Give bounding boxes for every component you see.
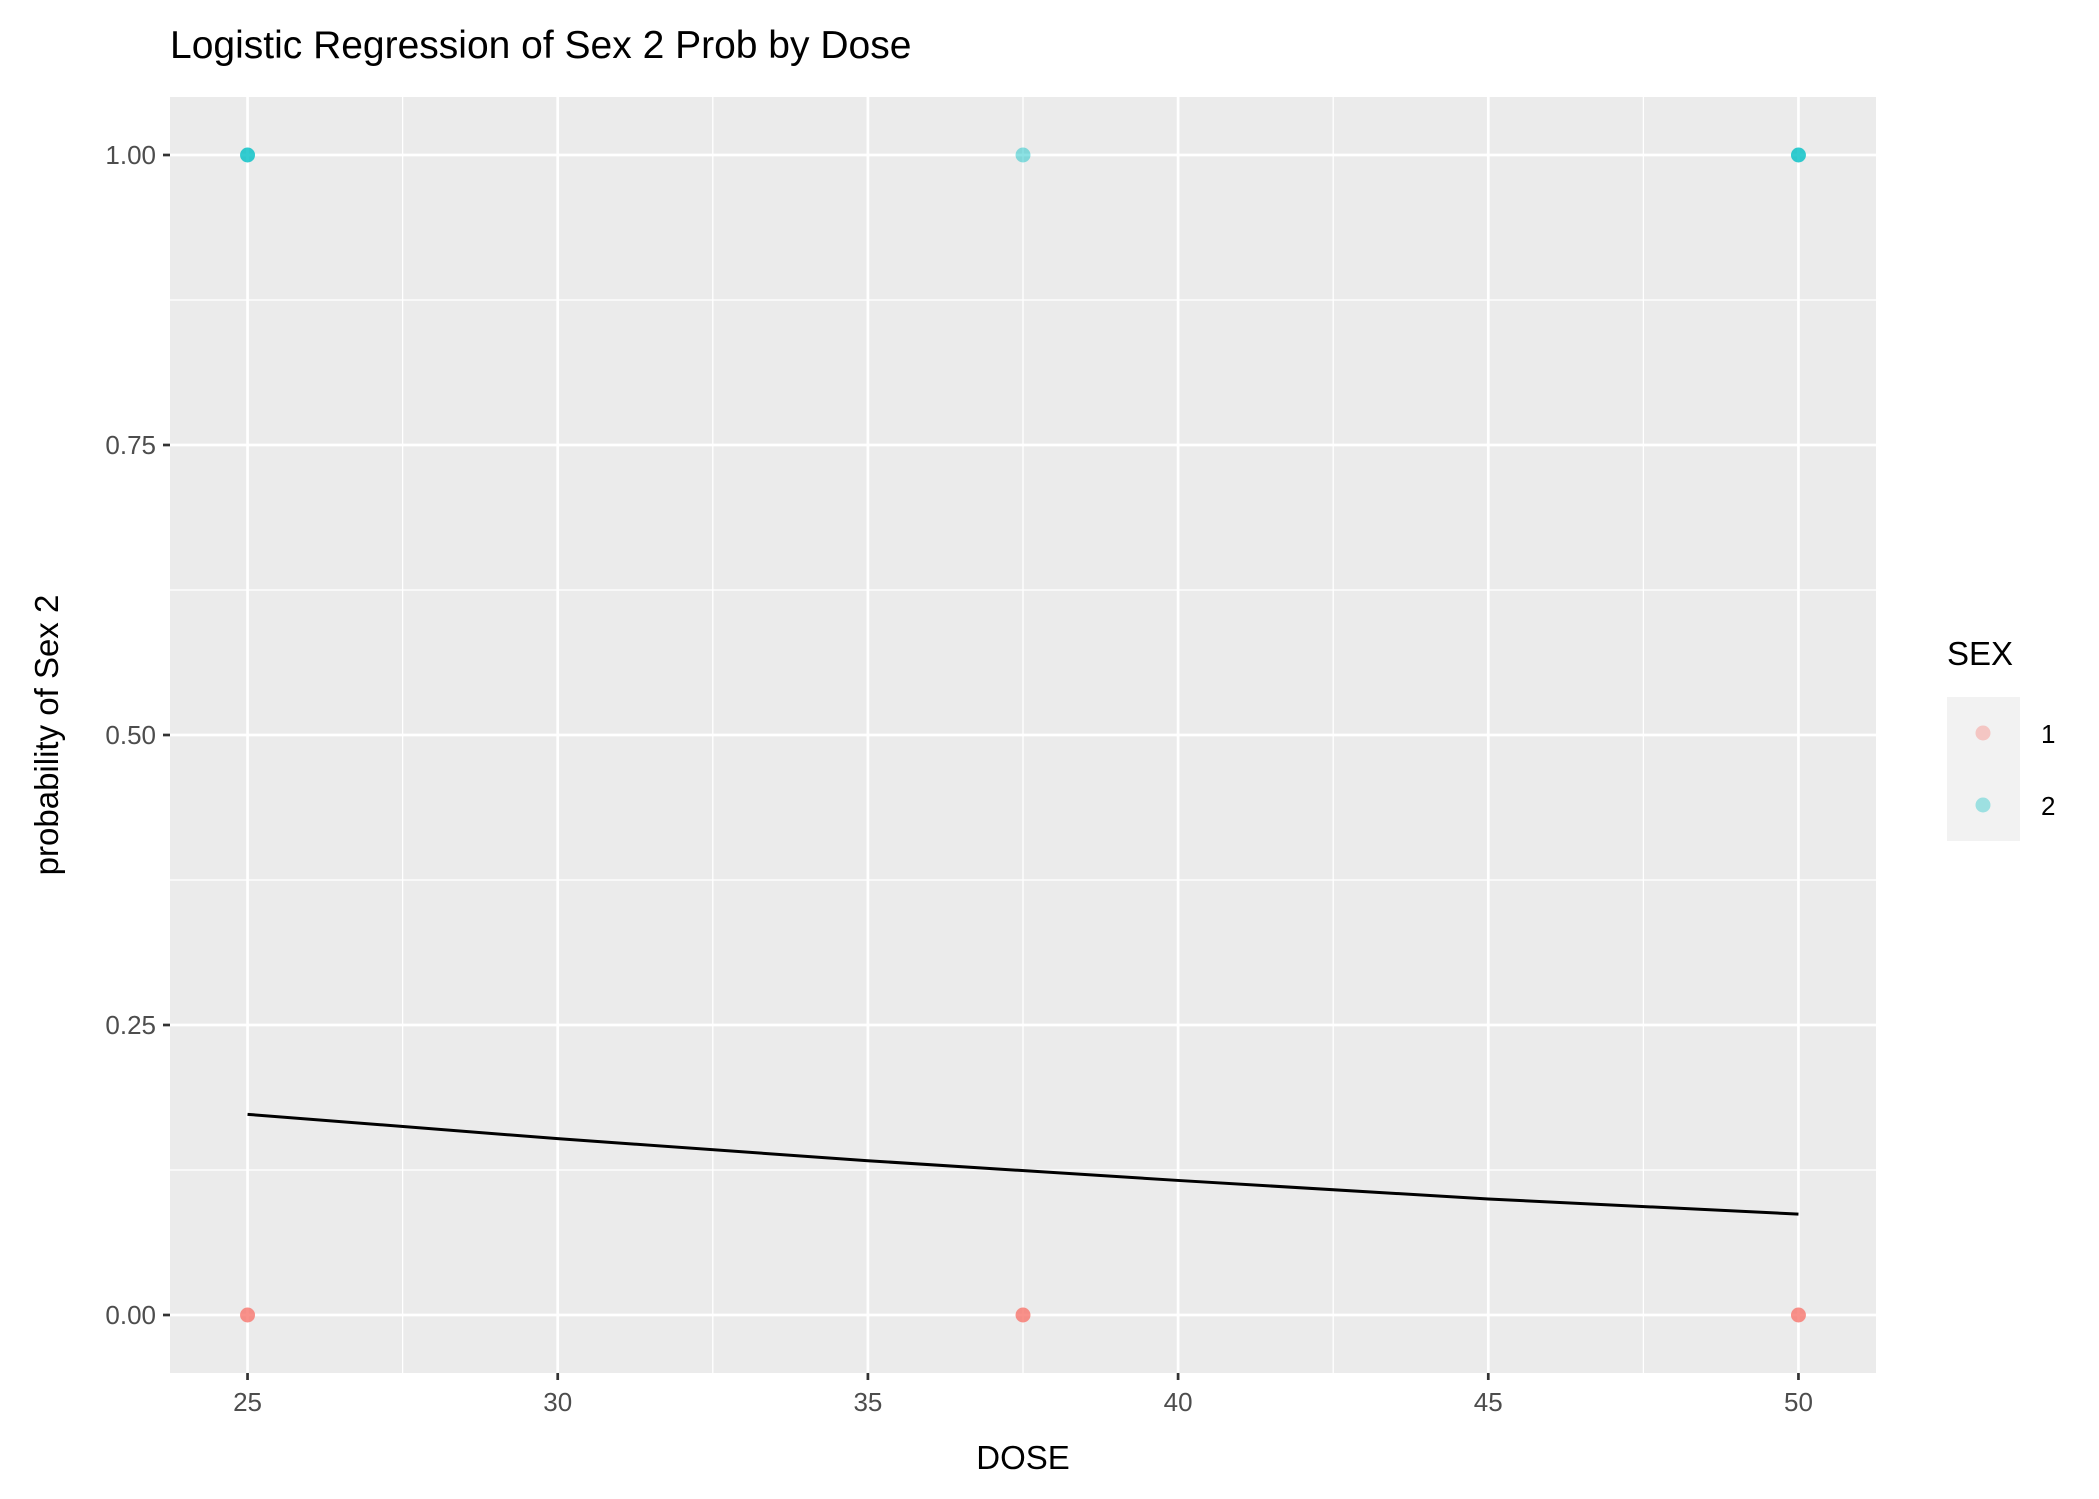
- y-tick-label: 0.00: [105, 1300, 156, 1330]
- x-tick-label: 30: [543, 1387, 572, 1417]
- data-point-sex-1: [240, 1307, 256, 1323]
- y-tick-label: 0.75: [105, 430, 156, 460]
- legend: SEX 12: [1947, 635, 2055, 841]
- legend-label-2: 2: [2041, 791, 2055, 821]
- y-tick-label: 0.25: [105, 1010, 156, 1040]
- major-gridlines: [170, 97, 1876, 1373]
- fit-line-layer: [247, 1112, 1799, 1216]
- y-axis: 0.00 0.25 0.50 0.75 1.00: [105, 140, 170, 1330]
- legend-key-1: [1975, 725, 1991, 741]
- data-point-sex-2: [1790, 147, 1806, 163]
- data-point-sex-1: [1015, 1307, 1031, 1323]
- x-tick-label: 50: [1784, 1387, 1813, 1417]
- x-tick-label: 40: [1164, 1387, 1193, 1417]
- legend-key-background: [1947, 697, 2020, 841]
- data-point-sex-2: [1015, 147, 1031, 163]
- x-axis: 25 30 35 40 45 50: [233, 1373, 1813, 1417]
- legend-label-1: 1: [2041, 719, 2055, 749]
- legend-title: SEX: [1947, 635, 2013, 672]
- chart-title: Logistic Regression of Sex 2 Prob by Dos…: [170, 24, 911, 67]
- x-tick-label: 45: [1474, 1387, 1503, 1417]
- x-tick-label: 25: [233, 1387, 262, 1417]
- legend-key-2: [1975, 797, 1991, 813]
- x-tick-label: 35: [853, 1387, 882, 1417]
- y-tick-label: 1.00: [105, 140, 156, 170]
- y-axis-title: probability of Sex 2: [28, 595, 65, 876]
- data-point-sex-2: [240, 147, 256, 163]
- data-point-sex-1: [1790, 1307, 1806, 1323]
- points-layer: [240, 147, 1806, 1323]
- legend-entries: 12: [1975, 719, 2055, 821]
- fit-line: [247, 1112, 1799, 1216]
- x-axis-title: DOSE: [976, 1439, 1070, 1476]
- y-tick-label: 0.50: [105, 720, 156, 750]
